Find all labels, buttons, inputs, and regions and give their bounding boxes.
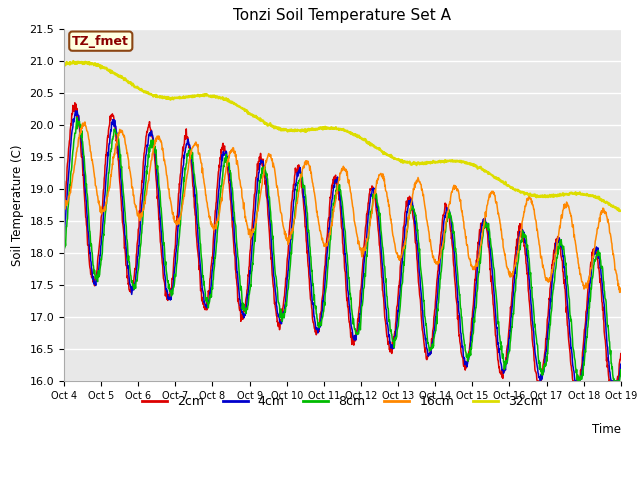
8cm (60, 245, 68, 251)
Title: Tonzi Soil Temperature Set A: Tonzi Soil Temperature Set A (234, 9, 451, 24)
16cm (616, 289, 623, 295)
Line: 4cm: 4cm (64, 111, 621, 381)
8cm (502, 358, 509, 363)
Legend: 2cm, 4cm, 8cm, 16cm, 32cm: 2cm, 4cm, 8cm, 16cm, 32cm (137, 390, 548, 413)
2cm (246, 246, 254, 252)
8cm (574, 378, 582, 384)
Line: 2cm: 2cm (64, 103, 621, 381)
2cm (552, 245, 559, 251)
32cm (502, 181, 509, 187)
16cm (246, 235, 254, 241)
32cm (70, 58, 77, 64)
32cm (429, 158, 437, 164)
16cm (551, 251, 559, 257)
Line: 32cm: 32cm (64, 61, 621, 211)
16cm (429, 253, 437, 259)
Line: 8cm: 8cm (64, 118, 621, 381)
4cm (536, 378, 544, 384)
Line: 16cm: 16cm (64, 122, 621, 292)
32cm (171, 95, 179, 100)
2cm (617, 351, 625, 357)
4cm (502, 361, 509, 367)
2cm (171, 247, 179, 252)
8cm (73, 115, 81, 120)
32cm (246, 111, 254, 117)
8cm (551, 270, 559, 276)
32cm (616, 208, 624, 214)
Text: TZ_fmet: TZ_fmet (72, 35, 129, 48)
8cm (617, 367, 625, 372)
4cm (429, 336, 437, 342)
2cm (60, 207, 68, 213)
2cm (184, 137, 192, 143)
2cm (533, 378, 541, 384)
4cm (184, 138, 192, 144)
16cm (617, 289, 625, 295)
16cm (60, 202, 68, 207)
8cm (171, 278, 179, 284)
4cm (617, 361, 625, 367)
8cm (184, 151, 192, 156)
4cm (171, 265, 179, 271)
2cm (71, 100, 79, 106)
8cm (429, 341, 437, 347)
32cm (617, 208, 625, 214)
4cm (246, 271, 254, 276)
32cm (551, 192, 559, 198)
16cm (171, 219, 179, 225)
32cm (184, 94, 192, 100)
8cm (246, 282, 254, 288)
16cm (81, 119, 89, 125)
Text: Time: Time (592, 423, 621, 436)
4cm (552, 249, 559, 254)
16cm (502, 257, 509, 263)
16cm (184, 167, 192, 172)
2cm (429, 326, 437, 332)
Y-axis label: Soil Temperature (C): Soil Temperature (C) (11, 144, 24, 265)
4cm (74, 108, 81, 114)
32cm (60, 60, 68, 66)
2cm (502, 355, 509, 361)
4cm (60, 238, 68, 244)
